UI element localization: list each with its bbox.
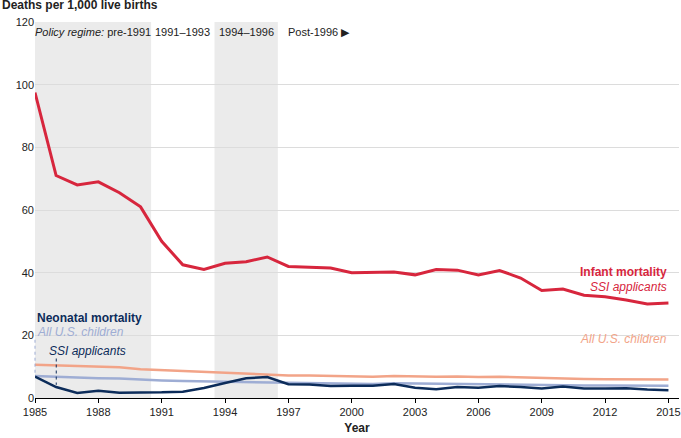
svg-text:2003: 2003	[403, 406, 427, 418]
svg-text:SSI applicants: SSI applicants	[49, 344, 126, 358]
svg-text:100: 100	[16, 79, 34, 91]
svg-text:All U.S. children: All U.S. children	[580, 332, 667, 346]
svg-text:1994–1996: 1994–1996	[219, 26, 274, 38]
svg-text:80: 80	[22, 141, 34, 153]
svg-text:Infant mortality: Infant mortality	[580, 265, 667, 279]
svg-text:2012: 2012	[593, 406, 617, 418]
svg-text:Neonatal mortality: Neonatal mortality	[37, 311, 142, 325]
svg-text:2006: 2006	[466, 406, 490, 418]
svg-text:60: 60	[22, 204, 34, 216]
svg-text:1994: 1994	[213, 406, 237, 418]
svg-text:40: 40	[22, 267, 34, 279]
svg-text:1988: 1988	[86, 406, 110, 418]
svg-text:1985: 1985	[23, 406, 47, 418]
svg-text:Year: Year	[344, 421, 370, 435]
svg-text:0: 0	[28, 392, 34, 404]
svg-text:1991: 1991	[149, 406, 173, 418]
svg-text:Post-1996 ▶: Post-1996 ▶	[288, 26, 350, 38]
svg-text:Deaths per 1,000 live births: Deaths per 1,000 live births	[2, 0, 158, 12]
svg-text:120: 120	[16, 16, 34, 28]
svg-text:2009: 2009	[530, 406, 554, 418]
svg-text:2015: 2015	[656, 406, 680, 418]
svg-text:1997: 1997	[276, 406, 300, 418]
svg-text:SSI applicants: SSI applicants	[590, 280, 667, 294]
svg-text:Policy regime: pre-1991: Policy regime: pre-1991	[35, 26, 151, 38]
svg-text:1991–1993: 1991–1993	[155, 26, 210, 38]
svg-text:All U.S. children: All U.S. children	[37, 325, 124, 339]
svg-text:2000: 2000	[339, 406, 363, 418]
svg-text:20: 20	[22, 329, 34, 341]
